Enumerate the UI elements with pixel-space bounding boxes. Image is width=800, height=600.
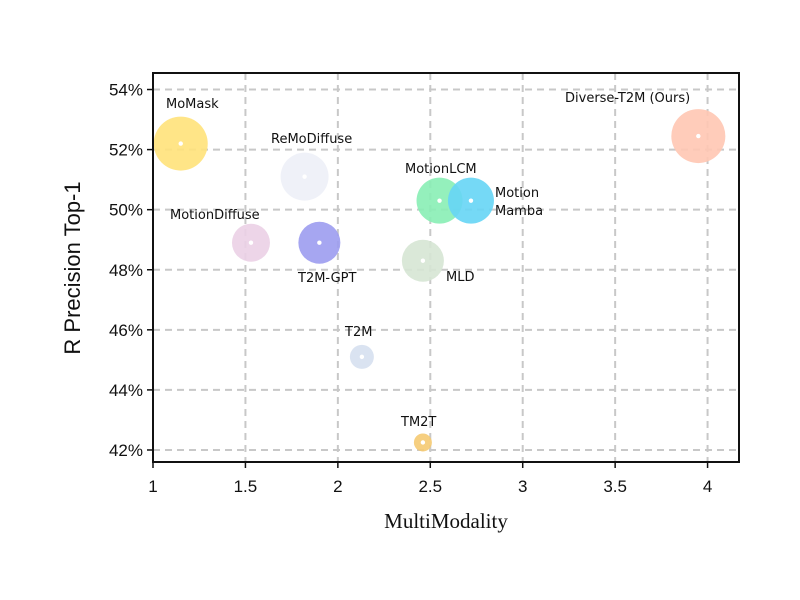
x-tick-label: 2.5 [418,477,442,496]
label-t2m: T2M [344,325,372,340]
bubble-center-dot [178,141,183,146]
bubble-center-dot [420,258,426,263]
label-motion-mamba-line1: Motion [495,186,539,201]
plot-frame [152,72,740,463]
y-axis-title: R Precision Top-1 [60,181,85,354]
bubble-center-dot [248,240,254,245]
y-tick-label: 42% [109,441,143,460]
x-tick-label: 3.5 [603,477,627,496]
label-diverse-t2m: Diverse-T2M (Ours) [565,91,690,106]
x-axis-title: MultiModality [384,509,508,533]
x-tick-label: 2 [333,477,342,496]
bubbles [153,109,726,452]
bubble-center-dot [468,198,474,203]
label-motion-mamba-line2: Mamba [495,204,543,219]
y-tick-label: 46% [109,321,143,340]
label-momask: MoMask [166,97,219,112]
label-motionlcm: MotionLCM [405,162,477,177]
bubble-center-dot [420,440,426,445]
x-tick-label: 3 [518,477,527,496]
y-tick-label: 52% [109,141,143,160]
bubble-center-dot [359,354,365,360]
bubble-center-dot [302,174,307,179]
bubble-center-dot [696,133,701,139]
label-mld: MLD [446,270,474,285]
axes: 1 1.5 2 2.5 3 3.5 4 42% 44% 46% 48% 50% 52% 54% [109,81,712,496]
x-tick-label: 4 [703,477,712,496]
bubble-center-dot [317,240,322,245]
label-remodiffuse: ReMoDiffuse [271,132,352,147]
label-tm2t: TM2T [400,415,436,430]
y-tick-label: 54% [109,81,143,100]
y-tick-label: 44% [109,381,143,400]
grid-lines [153,73,739,462]
label-t2m-gpt: T2M-GPT [297,271,357,286]
y-tick-label: 50% [109,201,143,220]
y-tick-label: 48% [109,261,143,280]
x-tick-label: 1 [148,477,157,496]
label-motiondiffuse: MotionDiffuse [170,208,260,223]
bubble-center-dot [437,198,442,203]
x-tick-label: 1.5 [234,477,258,496]
